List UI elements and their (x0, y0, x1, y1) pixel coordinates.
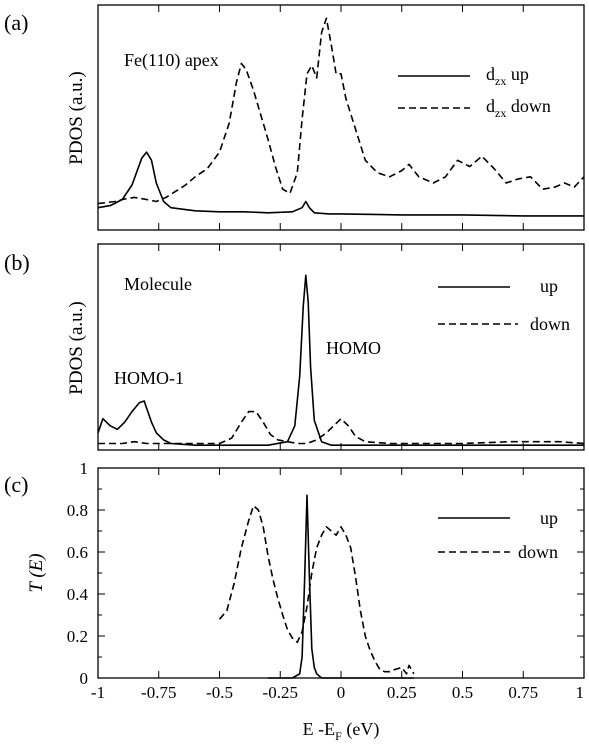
y-tick-label: 0.8 (67, 501, 88, 520)
legend-a-down-label: dzx down (486, 96, 551, 120)
y-tick-label: 0.4 (67, 585, 89, 604)
x-tick-label: 1 (576, 683, 585, 702)
series-line-3-2 (218, 505, 415, 675)
peak-label-homo: HOMO (326, 338, 381, 358)
x-tick-label: -0.25 (263, 683, 298, 702)
panel-a-annotation: Fe(110) apex (124, 50, 219, 71)
x-tick-label: 0 (337, 683, 346, 702)
legend-b-down-label: down (530, 314, 570, 334)
x-tick-label: -0.75 (141, 683, 176, 702)
series-line-2-1 (97, 274, 584, 446)
x-tick-label: -1 (91, 683, 105, 702)
series-line-2-2 (98, 410, 585, 445)
x-tick-label: 0.5 (452, 683, 473, 702)
legend-a-up-label: dzx up (486, 64, 529, 88)
y-tick-label: 0.6 (67, 543, 88, 562)
legend-c-up-label: up (540, 508, 558, 528)
legend-c-down-label: down (518, 542, 558, 562)
panel-b-annotation: Molecule (124, 274, 192, 294)
y-tick-label: 1 (80, 459, 89, 478)
x-tick-label: 0.75 (508, 683, 538, 702)
series-line-1-1 (97, 151, 584, 217)
panel-c-frame (97, 467, 585, 679)
panel-b-label: (b) (4, 250, 30, 275)
y-tick-label: 0.2 (67, 627, 88, 646)
x-tick-label: 0.25 (387, 683, 417, 702)
x-axis-label: E -EF (eV) (303, 719, 380, 743)
legend-b-up-label: up (540, 276, 558, 296)
panel-a-label: (a) (4, 10, 28, 35)
panel-b-ylabel: PDOS (a.u.) (66, 301, 87, 394)
panel-c-label: (c) (4, 472, 28, 497)
peak-label-homo-1: HOMO-1 (114, 368, 184, 388)
chart-marks: 0 0.2 0.4 0.6 0.8 1 -1 -0.75 -0.5 -0.25 0 0.25 0.5 0.… (67, 5, 585, 702)
panel-a-ylabel: PDOS (a.u.) (66, 71, 87, 164)
y-tick-label: 0 (80, 669, 89, 688)
x-tick-label: -0.5 (206, 683, 233, 702)
series-line-1-2 (97, 17, 585, 205)
panel-a-frame (97, 4, 585, 231)
series-line-3-1 (268, 494, 414, 679)
panel-c-ylabel: T (E) (26, 553, 47, 592)
